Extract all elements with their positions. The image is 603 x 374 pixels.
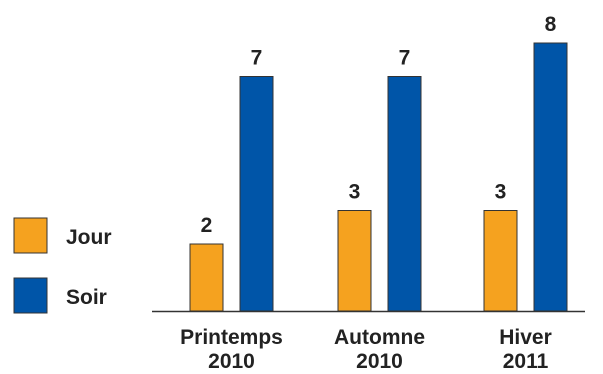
bar-jour-1: [337, 210, 372, 312]
bar-soir-2: [533, 42, 568, 312]
legend: Jour Soir: [13, 217, 112, 314]
legend-swatch-soir: [13, 277, 48, 314]
category-label-1: Automne 2010: [334, 326, 425, 373]
bar-soir-0: [239, 76, 274, 312]
value-label-soir-2: 8: [545, 13, 557, 36]
bar-soir-1: [387, 76, 422, 312]
value-label-soir-1: 7: [399, 47, 411, 70]
value-label-jour-0: 2: [201, 214, 213, 237]
value-labels-group: 2 7 3 7 3 8: [201, 13, 557, 237]
category-label-0: Printemps 2010: [180, 326, 283, 373]
legend-label-soir: Soir: [66, 286, 107, 309]
legend-swatch-jour: [13, 217, 48, 254]
category-labels-group: Printemps 2010 Automne 2010 Hiver 2011: [180, 326, 552, 373]
value-label-jour-1: 3: [349, 181, 361, 204]
value-label-soir-0: 7: [251, 47, 263, 70]
category-label-2: Hiver 2011: [499, 326, 552, 373]
value-label-jour-2: 3: [495, 181, 507, 204]
legend-label-jour: Jour: [66, 226, 112, 249]
bar-jour-2: [483, 210, 518, 312]
bars-group: [189, 42, 568, 312]
bar-jour-0: [189, 243, 224, 312]
